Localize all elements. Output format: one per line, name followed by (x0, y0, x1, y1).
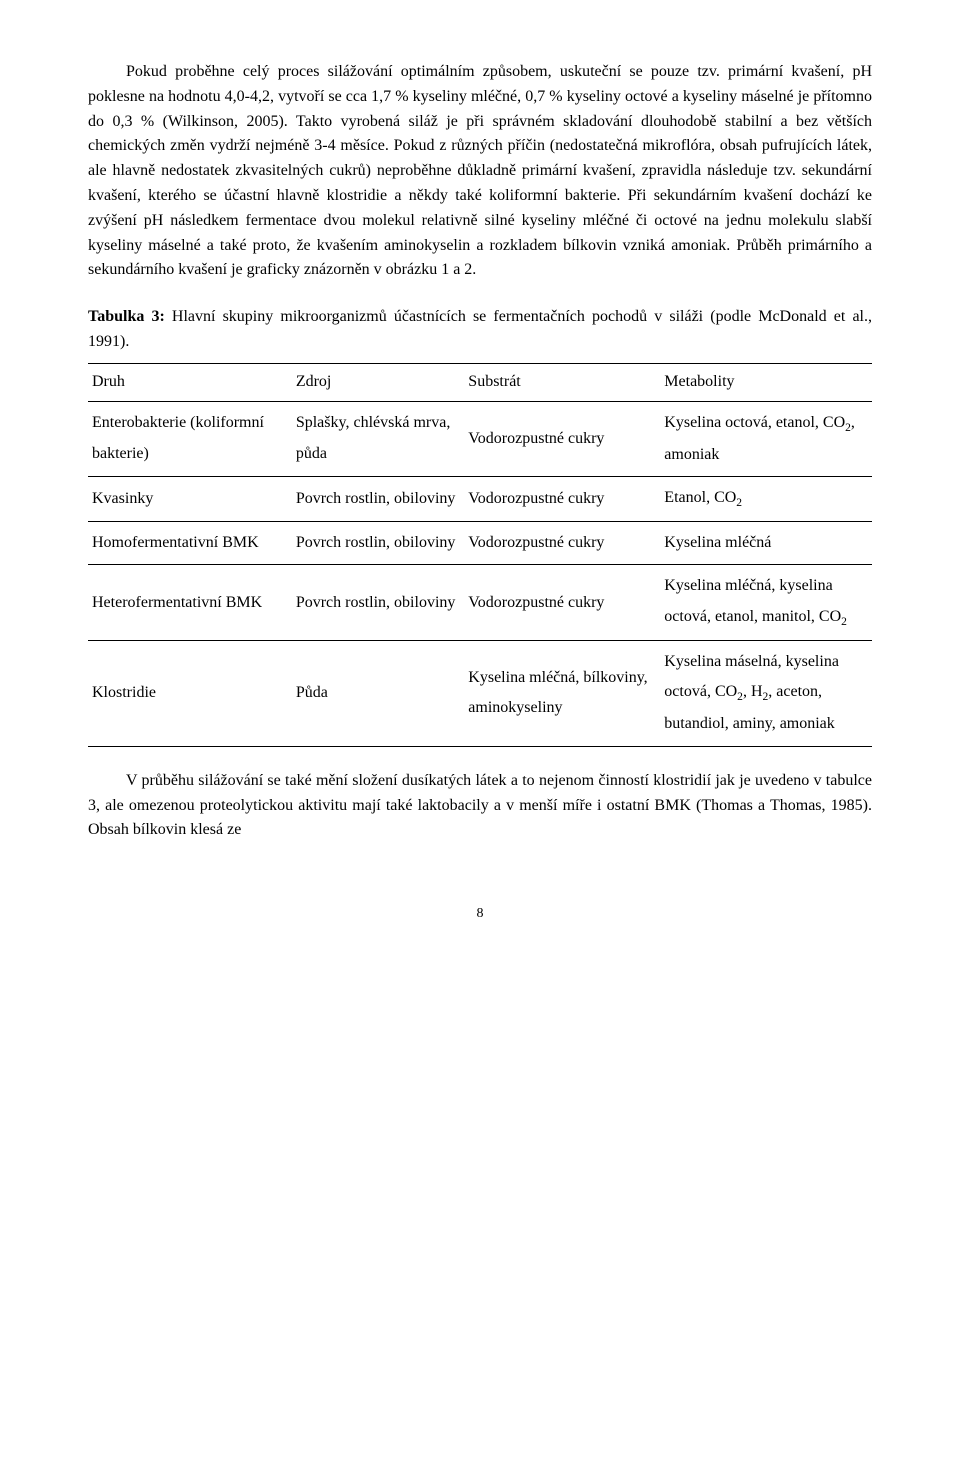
cell-metabolity: Kyselina máselná, kyselina octová, CO2, … (660, 640, 872, 746)
cell-druh: Klostridie (88, 640, 292, 746)
cell-substrat: Vodorozpustné cukry (464, 565, 660, 640)
cell-substrat: Vodorozpustné cukry (464, 401, 660, 476)
col-druh: Druh (88, 363, 292, 401)
cell-metabolity: Kyselina mléčná (660, 522, 872, 565)
microorganisms-table: Druh Zdroj Substrát Metabolity Enterobak… (88, 363, 872, 747)
table-row: KlostridiePůdaKyselina mléčná, bílkoviny… (88, 640, 872, 746)
cell-substrat: Kyselina mléčná, bílkoviny, aminokyselin… (464, 640, 660, 746)
caption-text: Hlavní skupiny mikroorganizmů účastnícíc… (88, 308, 872, 350)
table-row: Heterofermentativní BMKPovrch rostlin, o… (88, 565, 872, 640)
caption-label: Tabulka 3: (88, 308, 165, 325)
cell-substrat: Vodorozpustné cukry (464, 477, 660, 522)
cell-zdroj: Povrch rostlin, obiloviny (292, 477, 464, 522)
cell-zdroj: Povrch rostlin, obiloviny (292, 522, 464, 565)
cell-metabolity: Kyselina octová, etanol, CO2, amoniak (660, 401, 872, 476)
cell-substrat: Vodorozpustné cukry (464, 522, 660, 565)
cell-zdroj: Povrch rostlin, obiloviny (292, 565, 464, 640)
cell-zdroj: Splašky, chlévská mrva, půda (292, 401, 464, 476)
cell-druh: Homofermentativní BMK (88, 522, 292, 565)
col-zdroj: Zdroj (292, 363, 464, 401)
cell-metabolity: Etanol, CO2 (660, 477, 872, 522)
table-row: Enterobakterie (koliformní bakterie)Spla… (88, 401, 872, 476)
cell-metabolity: Kyselina mléčná, kyselina octová, etanol… (660, 565, 872, 640)
paragraph-1: Pokud proběhne celý proces silážování op… (88, 60, 872, 283)
paragraph-2: V průběhu silážování se také mění složen… (88, 769, 872, 843)
table-header-row: Druh Zdroj Substrát Metabolity (88, 363, 872, 401)
cell-druh: Enterobakterie (koliformní bakterie) (88, 401, 292, 476)
table-row: Homofermentativní BMKPovrch rostlin, obi… (88, 522, 872, 565)
table-caption: Tabulka 3: Hlavní skupiny mikroorganizmů… (88, 305, 872, 355)
col-metabolity: Metabolity (660, 363, 872, 401)
table-row: KvasinkyPovrch rostlin, obilovinyVodoroz… (88, 477, 872, 522)
cell-zdroj: Půda (292, 640, 464, 746)
page-number: 8 (88, 903, 872, 925)
cell-druh: Kvasinky (88, 477, 292, 522)
cell-druh: Heterofermentativní BMK (88, 565, 292, 640)
col-substrat: Substrát (464, 363, 660, 401)
